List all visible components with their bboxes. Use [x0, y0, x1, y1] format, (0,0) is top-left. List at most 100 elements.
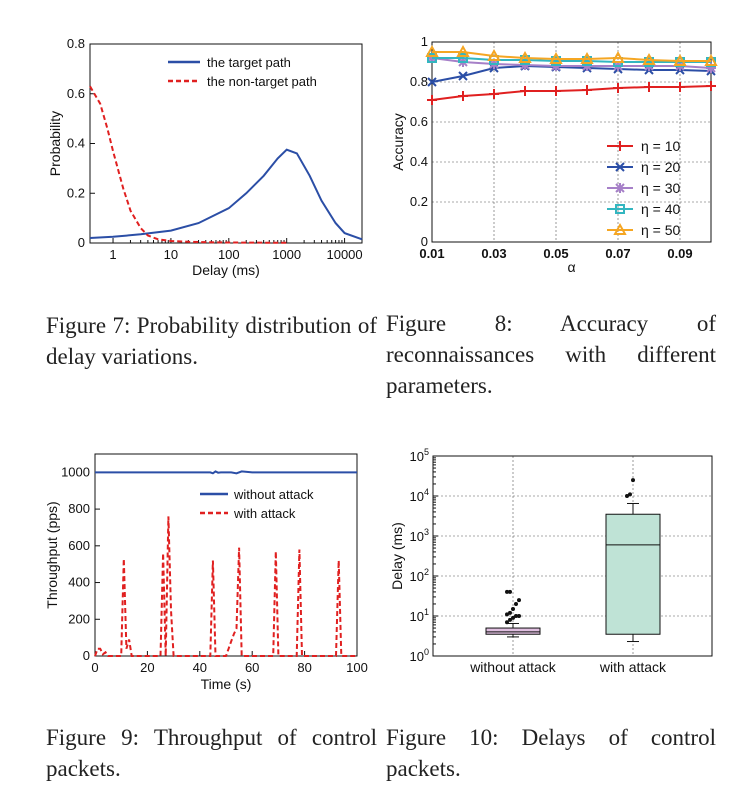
fig8-point: [489, 63, 499, 73]
fig8-legend-marker: [615, 141, 625, 151]
fig8-y-tick-label: 1: [421, 34, 428, 49]
fig8-y-axis-label: Accuracy: [390, 113, 406, 171]
fig9-y-tick-label: 0: [83, 648, 90, 663]
fig9-y-axis-label: Throughput (pps): [44, 501, 60, 608]
fig8-point: [611, 50, 625, 63]
fig8-point: [613, 83, 623, 93]
fig10-y-tick-label: 100: [410, 647, 429, 664]
fig8-legend-entry: η = 20: [641, 159, 681, 175]
fig10-y-tick-label: 103: [410, 527, 429, 544]
fig10-outlier: [505, 612, 509, 617]
fig9-y-tick-label: 200: [68, 611, 90, 626]
fig8-point: [427, 53, 437, 63]
fig7-x-tick-label: 10000: [326, 247, 362, 262]
fig8-point: [613, 64, 623, 74]
fig9-x-tick-label: 60: [245, 660, 259, 675]
fig9-x-tick-label: 100: [346, 660, 368, 675]
fig8-point: [520, 86, 530, 96]
fig7-series-line-1: [89, 148, 363, 241]
fig9-y-tick-label: 400: [68, 575, 90, 590]
fig8-point: [458, 53, 468, 63]
fig10-outlier: [508, 617, 512, 622]
fig9-legend-entry: without attack: [233, 487, 314, 502]
fig8-legend-entry: η = 40: [641, 201, 681, 217]
fig8-point: [458, 57, 468, 67]
fig8-legend-entry: η = 30: [641, 180, 681, 196]
fig8-x-tick-label: 0.03: [481, 246, 506, 261]
fig9-series-line-1: [95, 470, 357, 475]
fig8-legend-marker: [615, 183, 625, 193]
fig8-point: [706, 66, 716, 76]
fig8-point: [427, 95, 437, 105]
fig8-point: [518, 50, 532, 63]
fig8-point: [582, 61, 592, 71]
fig8-point: [425, 44, 439, 57]
fig8-point: [489, 59, 499, 69]
fig10-outlier: [517, 614, 521, 618]
fig8-point: [551, 56, 561, 66]
fig10-outlier: [625, 494, 629, 498]
fig8-point: [675, 61, 685, 71]
figure-8-label: Figure 8:: [386, 311, 513, 336]
fig8-series-line-2: [431, 64, 712, 83]
fig9-y-tick-label: 600: [68, 538, 90, 553]
fig7-y-tick-label: 0.4: [67, 136, 85, 151]
fig10-y-axis-label: Delay (ms): [389, 522, 405, 590]
fig8-point: [644, 61, 654, 71]
fig8-point: [551, 86, 561, 96]
fig7-x-tick-label: 10: [164, 247, 178, 262]
fig7-legend-entry: the non-target path: [207, 74, 317, 89]
fig9-x-tick-label: 40: [193, 660, 207, 675]
fig8-point: [520, 55, 530, 65]
figure-7-label: Figure 7:: [46, 313, 131, 338]
fig8-point: [706, 57, 716, 67]
fig10-plot-frame: [432, 455, 713, 657]
figure-10-caption: Figure 10: Delays of control packets.: [386, 722, 716, 784]
fig8-y-tick-label: 0: [421, 234, 428, 249]
fig8-point: [520, 61, 530, 71]
fig8-point: [675, 57, 685, 67]
fig8-point: [487, 48, 501, 61]
fig8-point: [706, 81, 716, 91]
fig9-x-axis-label: Time (s): [201, 676, 252, 692]
fig8-point: [520, 60, 530, 70]
fig8-point: [613, 57, 623, 67]
figure-7-text: Probability distribution of delay variat…: [46, 313, 377, 369]
fig8-plot-frame: [431, 41, 712, 243]
fig10-outlier: [517, 598, 521, 603]
fig8-x-tick-label: 0.07: [605, 246, 630, 261]
fig7-series-line-2: [89, 85, 287, 244]
fig10-box: [605, 513, 661, 635]
fig7-y-tick-label: 0.6: [67, 86, 85, 101]
fig10-outlier: [505, 589, 509, 594]
fig10-outlier: [514, 601, 518, 606]
fig8-point: [582, 85, 592, 95]
fig7-x-tick-label: 100: [218, 247, 240, 262]
figure-8-text: Accuracy of reconnaissances with differe…: [386, 311, 716, 398]
fig8-x-tick-label: 0.05: [543, 246, 568, 261]
fig8-point: [673, 53, 687, 66]
fig8-y-tick-label: 0.2: [410, 194, 428, 209]
fig9-series-line-2: [94, 516, 357, 657]
fig10-y-tick-label: 101: [410, 607, 429, 624]
fig8-point: [489, 55, 499, 65]
figure-9-caption: Figure 9: Throughput of control packets.: [46, 722, 377, 784]
fig8-legend-marker: [615, 162, 625, 172]
fig9-legend-entry: with attack: [233, 506, 296, 521]
fig10-box: [485, 627, 541, 635]
fig9-y-tick-label: 800: [68, 501, 90, 516]
fig10-outlier: [628, 492, 632, 497]
fig8-point: [706, 63, 716, 73]
fig8-point: [549, 51, 563, 64]
fig8-point: [551, 62, 561, 72]
fig8-point: [580, 51, 594, 64]
figure-8-caption: Figure 8: Accuracy of reconnaissances wi…: [386, 308, 716, 401]
fig7-plot-frame: [89, 43, 363, 244]
fig10-outlier: [511, 606, 515, 611]
fig10-outlier: [505, 620, 509, 625]
fig10-outlier: [508, 610, 512, 615]
fig10-outlier: [631, 478, 635, 483]
fig9-x-tick-label: 20: [140, 660, 154, 675]
fig10-outlier: [511, 615, 515, 620]
fig8-point: [644, 57, 654, 67]
